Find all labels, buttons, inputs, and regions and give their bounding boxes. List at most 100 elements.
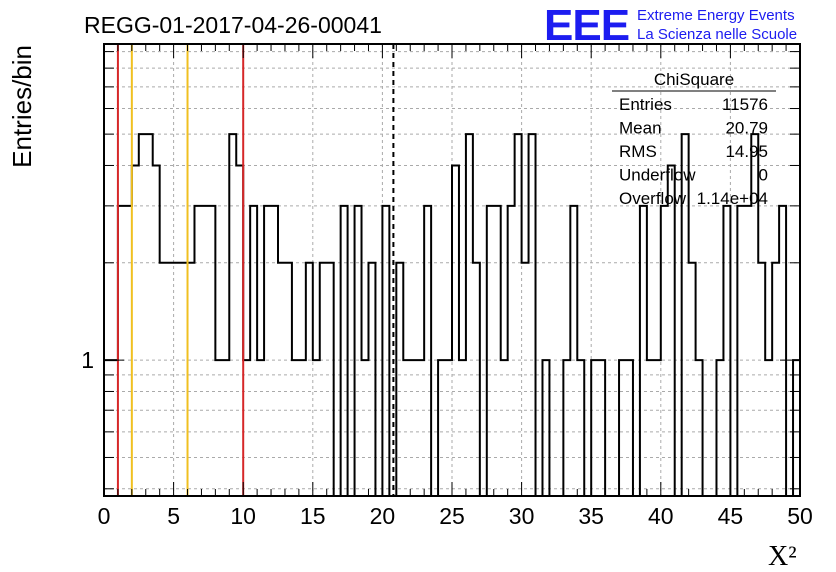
histogram-bars [103, 133, 801, 497]
x-tick-label: 50 [787, 503, 813, 529]
histogram-bin [689, 263, 696, 496]
histogram-outline [103, 133, 801, 497]
y-axis-label: Entries/bin [7, 45, 37, 168]
histogram-bin [320, 263, 327, 496]
histogram-bin [647, 360, 654, 496]
org-name: Extreme Energy Events [637, 7, 795, 24]
stats-value: 11576 [722, 95, 768, 114]
histogram-bin [793, 360, 800, 496]
stats-label: Entries [619, 95, 672, 114]
histogram-bin [563, 360, 570, 496]
histogram-bin [529, 134, 536, 496]
histogram-bin [758, 263, 765, 496]
x-tick-label: 10 [230, 503, 256, 529]
histogram-bin [696, 360, 703, 496]
histogram-bin [299, 360, 306, 496]
run-title: REGG-01-2017-04-26-00041 [84, 12, 382, 38]
histogram-bin [362, 360, 369, 496]
histogram-bin [313, 360, 320, 496]
x-tick-label: 5 [167, 503, 180, 529]
x-axis-label: X² [768, 541, 797, 572]
histogram-bin [765, 360, 772, 496]
histogram-bin [243, 360, 250, 496]
histogram-bin [598, 360, 605, 496]
histogram-bin [153, 165, 160, 496]
stats-value: 20.79 [725, 119, 768, 138]
histogram-bin [473, 263, 480, 496]
histogram-bin [306, 263, 313, 496]
histogram-bin [215, 360, 222, 496]
histogram-bin [459, 360, 466, 496]
x-tick-label: 20 [370, 503, 396, 529]
histogram-bin [236, 165, 243, 496]
histogram-bin [222, 360, 229, 496]
histogram-bin [626, 360, 633, 496]
axis-ticks [103, 44, 801, 496]
histogram-bin [125, 206, 132, 496]
histogram-bin [445, 360, 452, 496]
histogram-bin [201, 206, 208, 496]
histogram-bin [577, 360, 584, 496]
histogram-bin [508, 206, 515, 496]
histogram-bin [570, 206, 577, 496]
histogram-bin [355, 206, 362, 496]
histogram-bin [181, 263, 188, 496]
histogram-bin [368, 263, 375, 496]
histogram-bin [382, 206, 389, 496]
stats-value: 0 [759, 166, 768, 185]
histogram-bin [466, 134, 473, 496]
histogram-bin [772, 263, 779, 496]
histogram-bin [737, 206, 744, 496]
histogram-bin [723, 206, 730, 496]
histogram-bin [661, 206, 668, 496]
histogram-bin [292, 360, 299, 496]
histogram-bin [410, 360, 417, 496]
histogram-bin [174, 263, 181, 496]
histogram-bin [501, 360, 508, 496]
stats-label: Underflow [619, 166, 696, 185]
x-tick-label: 30 [509, 503, 535, 529]
histogram-bin [640, 206, 647, 496]
histogram-bin [285, 263, 292, 496]
histogram-bin [271, 206, 278, 496]
stats-label: Overflow [619, 189, 687, 208]
histogram-bin [522, 263, 529, 496]
histogram-bin [146, 134, 153, 496]
stats-value: 1.14e+04 [697, 189, 768, 208]
histogram-bin [494, 206, 501, 496]
stats-box: ChiSquare Entries 11576 Mean 20.79 RMS 14.95 U… [612, 70, 776, 208]
org-subtitle: La Scienza nelle Scuole [637, 26, 797, 43]
histogram-bin [327, 263, 334, 496]
histogram-bin [160, 263, 167, 496]
histogram-bin [779, 206, 786, 496]
stats-label: Mean [619, 119, 662, 138]
x-tick-label: 35 [578, 503, 604, 529]
histogram-bin [139, 134, 146, 496]
histogram-bin [396, 263, 403, 496]
x-tick-label: 15 [300, 503, 326, 529]
histogram-bin [668, 165, 675, 496]
histogram-bin [744, 206, 751, 496]
histogram-bin [716, 360, 723, 496]
histogram-bin [341, 206, 348, 496]
histogram-bin [417, 360, 424, 496]
histogram-bin [403, 360, 410, 496]
histogram-bin [591, 360, 598, 496]
histogram-bin [264, 206, 271, 496]
y-tick-label: 1 [81, 347, 94, 373]
histogram-bin [515, 134, 522, 496]
stats-value: 14.95 [725, 142, 768, 161]
histogram-bin [111, 360, 118, 496]
histogram-bin [104, 360, 111, 496]
eee-logo: EEE [544, 1, 629, 50]
x-tick-label: 0 [98, 503, 111, 529]
histogram-bin [278, 263, 285, 496]
x-tick-label: 25 [439, 503, 465, 529]
histogram-bin [250, 206, 257, 496]
histogram-bin [424, 206, 431, 496]
stats-title: ChiSquare [654, 70, 734, 89]
histogram-bin [229, 134, 236, 496]
x-tick-label: 45 [718, 503, 744, 529]
histogram-bin [118, 206, 125, 496]
